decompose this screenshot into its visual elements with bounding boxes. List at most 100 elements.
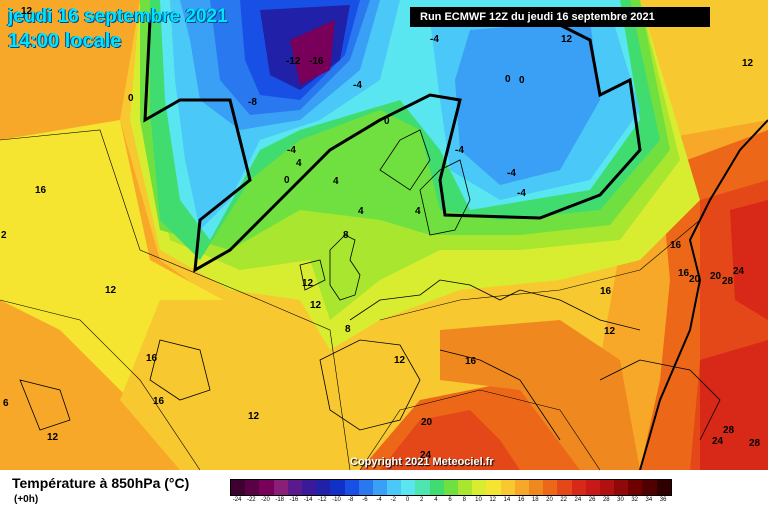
color-swatch <box>344 480 359 495</box>
color-scale-tick: 36 <box>659 497 667 503</box>
isotherm-label: 12 <box>561 34 573 45</box>
isotherm-label: 0 <box>284 175 290 186</box>
isotherm-label: 8 <box>343 230 349 241</box>
isotherm-label: 16 <box>600 286 612 297</box>
isotherm-label: 24 <box>420 450 432 461</box>
color-scale-tick: 4 <box>434 497 438 503</box>
color-scale-tick: -12 <box>317 497 327 503</box>
color-swatch <box>500 480 515 495</box>
color-scale-tick: 8 <box>462 497 466 503</box>
legend-panel: Température à 850hPa (°C) (+0h) -24 -22 -2… <box>0 470 768 512</box>
isotherm-label: 4 <box>333 176 339 187</box>
color-swatch <box>543 480 558 495</box>
zero-isotherm <box>143 19 642 273</box>
color-swatch <box>358 480 373 495</box>
color-scale-tick: 24 <box>574 497 582 503</box>
isotherm-label: 12 <box>47 432 59 443</box>
color-swatch <box>330 480 345 495</box>
isotherm-label: 12 <box>604 326 616 337</box>
color-scale-tick: -18 <box>275 497 285 503</box>
color-scale-tick: -6 <box>362 497 368 503</box>
color-swatch <box>528 480 544 495</box>
color-swatch <box>656 480 671 495</box>
color-swatch <box>231 480 246 495</box>
map-time: 14:00 locale <box>8 30 122 52</box>
field-minus6-east <box>455 20 600 185</box>
color-swatch <box>273 480 288 495</box>
color-scale-tick: -4 <box>376 497 382 503</box>
copyright-notice: Copyright 2021 Meteociel.fr <box>350 456 494 468</box>
color-scale-tick: -8 <box>348 497 354 503</box>
field-16-south <box>440 320 640 470</box>
isotherm-label: 4 <box>296 158 302 169</box>
isotherm-label: 0 <box>384 116 390 127</box>
color-scale-tick: -14 <box>303 497 313 503</box>
isotherm-label: 12 <box>248 411 260 422</box>
color-swatch <box>585 480 600 495</box>
color-scale-tick: -20 <box>261 497 270 503</box>
field-28-east <box>730 200 768 320</box>
isotherm-label: 12 <box>310 300 322 311</box>
color-swatch <box>429 480 444 495</box>
color-swatch <box>571 480 586 495</box>
isotherm-label: -16 <box>309 56 324 67</box>
color-swatch <box>458 480 473 495</box>
color-scale-tick: -2 <box>390 497 396 503</box>
color-swatch <box>401 480 416 495</box>
isotherm-label: 12 <box>394 355 406 366</box>
isotherm-label: -8 <box>248 97 257 108</box>
color-scale-tick: -24 <box>232 497 242 503</box>
isotherm-label: 16 <box>35 185 47 196</box>
color-scale-tick: -10 <box>332 497 341 503</box>
color-swatch <box>316 480 331 495</box>
color-swatch <box>486 480 501 495</box>
isotherm-label: -4 <box>507 168 516 179</box>
isotherm-label: 16 <box>146 353 158 364</box>
color-swatch <box>287 480 302 495</box>
isotherm-label: 12 <box>302 278 314 289</box>
legend-subtitle: (+0h) <box>14 494 39 505</box>
color-swatch <box>259 480 274 495</box>
color-swatch <box>387 480 402 495</box>
color-scale-tick: 34 <box>645 497 653 503</box>
isotherm-label: -4 <box>430 34 439 45</box>
color-swatch <box>557 480 572 495</box>
color-swatch <box>443 480 458 495</box>
isotherm-label: 6 <box>3 398 9 409</box>
color-swatch <box>301 480 317 495</box>
field-24-south <box>380 410 520 470</box>
isotherm-label: 20 <box>689 274 701 285</box>
color-swatch <box>614 480 629 495</box>
isotherm-label: 12 <box>742 58 754 69</box>
color-scale-tick: -16 <box>289 497 299 503</box>
color-swatch <box>642 480 657 495</box>
model-run-label: Run ECMWF 12Z du jeudi 16 septembre 2021 <box>410 7 710 27</box>
isotherm-label: 0 <box>505 74 511 85</box>
isotherm-label: -4 <box>517 188 526 199</box>
temperature-map <box>0 0 768 470</box>
isotherm-label: 8 <box>345 324 351 335</box>
color-scale-tick: 32 <box>631 497 639 503</box>
color-scale-tick: -22 <box>246 497 256 503</box>
color-scale-tick: 6 <box>448 497 452 503</box>
map-date: jeudi 16 septembre 2021 <box>8 6 228 27</box>
isotherm-label: 24 <box>733 266 745 277</box>
isotherm-label: 12 <box>105 285 117 296</box>
isotherm-label: 28 <box>723 425 735 436</box>
isotherm-label: 20 <box>710 271 722 282</box>
isotherm-label: 28 <box>749 438 761 449</box>
legend-title: Température à 850hPa (°C) <box>12 475 190 491</box>
isotherm-label: 4 <box>358 206 364 217</box>
color-scale-tick: 22 <box>560 497 568 503</box>
color-scale-tick: 26 <box>588 497 596 503</box>
color-scale-tick: 12 <box>489 497 497 503</box>
color-scale-tick: 16 <box>517 497 525 503</box>
color-scale-tick: 20 <box>546 497 553 503</box>
isotherm-label: 16 <box>670 240 682 251</box>
field-minus16 <box>290 20 335 85</box>
color-swatch <box>245 480 260 495</box>
isotherm-label: -12 <box>286 56 301 67</box>
color-swatch <box>628 480 643 495</box>
isotherm-label: -4 <box>455 145 464 156</box>
color-scale-tick: 2 <box>420 497 424 503</box>
